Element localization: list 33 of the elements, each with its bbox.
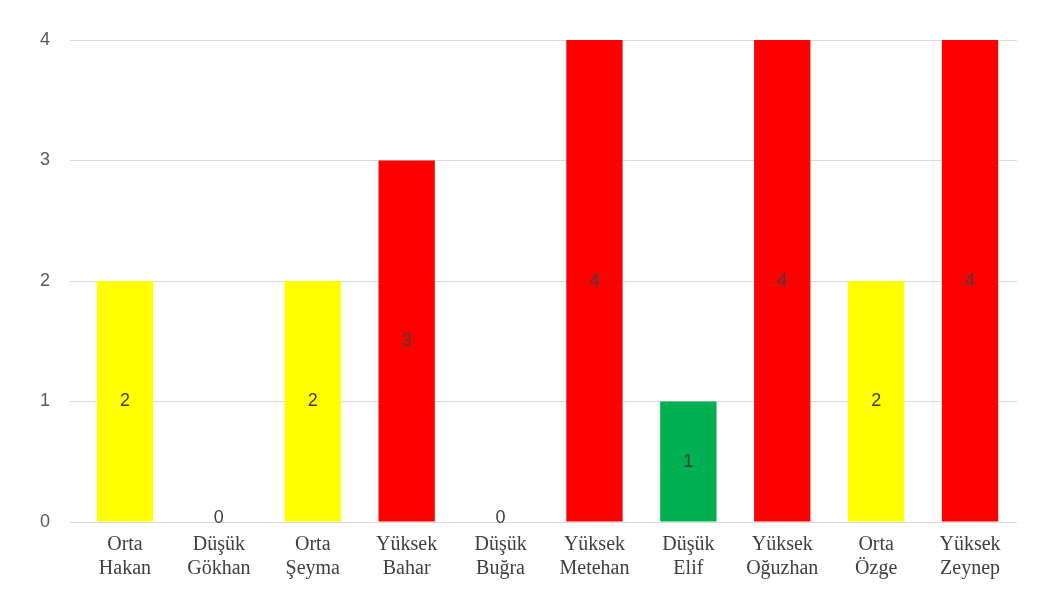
y-tick-label: 3 (40, 149, 51, 170)
data-label: 2 (119, 390, 130, 411)
data-label: 4 (777, 269, 788, 290)
data-label: 0 (495, 506, 506, 527)
x-tick-label: Düşük Elif (662, 532, 715, 579)
data-label: 0 (213, 506, 224, 527)
bar (378, 160, 435, 522)
y-tick-label: 0 (40, 510, 51, 531)
data-label: 4 (589, 269, 600, 290)
bar (660, 401, 717, 522)
bar (847, 281, 905, 522)
bar (941, 40, 999, 522)
bar (566, 40, 623, 522)
data-label: 4 (965, 269, 976, 290)
x-tick-label: Orta Hakan (98, 532, 152, 579)
data-label: 3 (401, 330, 412, 351)
x-tick-label: Yüksek Bahar (376, 532, 438, 579)
data-label: 1 (683, 450, 694, 471)
x-tick-label: Yüksek Oğuzhan (746, 532, 819, 580)
data-label: 2 (871, 390, 882, 411)
y-tick-label: 2 (40, 269, 51, 290)
y-tick-label: 1 (40, 390, 51, 411)
data-label: 2 (307, 390, 318, 411)
bar (96, 281, 154, 522)
x-tick-label: Yüksek Metehan (559, 532, 630, 579)
x-tick-label: Yüksek Zeynep (939, 532, 1001, 580)
x-tick-label: Düşük Buğra (474, 532, 527, 580)
y-tick-label: 4 (40, 28, 51, 49)
bar (284, 281, 341, 522)
x-tick-label: Orta Özge (855, 532, 898, 580)
x-tick-label: Düşük Gökhan (187, 532, 251, 579)
bar (754, 40, 811, 522)
x-tick-label: Orta Şeyma (285, 532, 341, 580)
